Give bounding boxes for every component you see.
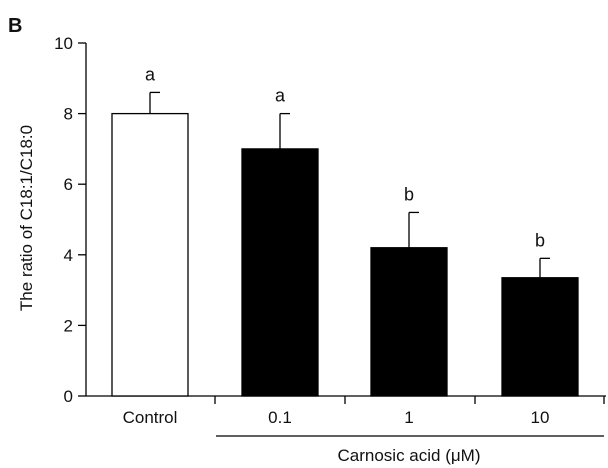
category-labels: Control 0.1 1 10 [123, 408, 550, 427]
group-bracket: Carnosic acid (μM) [216, 435, 604, 465]
y-axis: 0 2 4 6 8 10 [54, 34, 87, 406]
panel-label: B [8, 15, 22, 37]
y-axis-label: The ratio of C18:1/C18:0 [17, 125, 36, 311]
y-tick-label: 4 [64, 246, 73, 265]
significance-label: a [275, 86, 286, 106]
y-tick-label: 10 [54, 34, 73, 53]
y-tick-label: 6 [64, 175, 73, 194]
x-axis [86, 395, 606, 404]
bars [111, 112, 579, 397]
significance-label: b [404, 184, 414, 204]
y-tick-label: 8 [64, 105, 73, 124]
y-tick-label: 2 [64, 316, 73, 335]
significance-label: a [145, 64, 156, 84]
error-bars [149, 91, 550, 278]
significance-label: b [535, 230, 545, 250]
bar-10 [501, 277, 579, 397]
y-tick-label: 0 [64, 387, 73, 406]
bar-1 [370, 247, 448, 397]
significance-letters: a a b b [145, 64, 545, 250]
category-label: Control [123, 408, 178, 427]
group-label: Carnosic acid (μM) [338, 446, 481, 465]
bar-control [111, 112, 189, 397]
category-label: 1 [404, 408, 413, 427]
category-label: 10 [531, 408, 550, 427]
bar-0-1 [241, 148, 319, 397]
category-label: 0.1 [268, 408, 292, 427]
